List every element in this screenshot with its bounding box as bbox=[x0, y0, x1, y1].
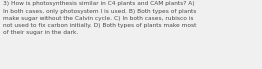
Text: 3) How is photosynthesis similar in C4 plants and CAM plants? A)
In both cases, : 3) How is photosynthesis similar in C4 p… bbox=[3, 1, 196, 35]
